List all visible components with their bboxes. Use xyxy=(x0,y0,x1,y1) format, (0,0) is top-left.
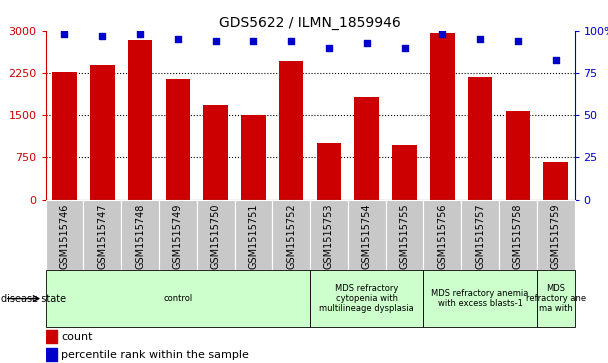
Text: GSM1515751: GSM1515751 xyxy=(249,203,258,269)
Bar xyxy=(430,33,455,200)
Bar xyxy=(197,200,235,270)
Point xyxy=(437,31,447,37)
Point xyxy=(362,40,371,46)
Bar xyxy=(165,79,190,200)
Text: control: control xyxy=(163,294,193,303)
Bar xyxy=(506,111,530,200)
Bar xyxy=(235,200,272,270)
Bar xyxy=(46,330,57,343)
Bar xyxy=(46,200,83,270)
Bar xyxy=(159,200,197,270)
Bar xyxy=(499,200,537,270)
Text: GSM1515752: GSM1515752 xyxy=(286,203,296,269)
Text: MDS
refractory ane
ma with: MDS refractory ane ma with xyxy=(525,284,586,314)
Bar xyxy=(348,200,385,270)
Point xyxy=(286,38,296,44)
Title: GDS5622 / ILMN_1859946: GDS5622 / ILMN_1859946 xyxy=(219,16,401,30)
Bar xyxy=(121,200,159,270)
Text: GSM1515753: GSM1515753 xyxy=(324,203,334,269)
Point xyxy=(399,45,409,50)
Text: GSM1515758: GSM1515758 xyxy=(513,203,523,269)
Text: count: count xyxy=(61,332,93,342)
Point xyxy=(513,38,523,44)
Point xyxy=(249,38,258,44)
Text: GSM1515747: GSM1515747 xyxy=(97,203,107,269)
Text: GSM1515746: GSM1515746 xyxy=(60,203,69,269)
Bar xyxy=(468,77,492,200)
Bar xyxy=(537,200,575,270)
Text: MDS refractory anemia
with excess blasts-1: MDS refractory anemia with excess blasts… xyxy=(432,289,529,308)
Bar xyxy=(46,348,57,361)
Point xyxy=(173,36,182,42)
Text: GSM1515757: GSM1515757 xyxy=(475,203,485,269)
Text: GSM1515748: GSM1515748 xyxy=(135,203,145,269)
Bar xyxy=(423,200,461,270)
Bar xyxy=(203,105,228,200)
Text: disease state: disease state xyxy=(1,294,66,303)
Text: GSM1515754: GSM1515754 xyxy=(362,203,371,269)
Bar xyxy=(128,40,153,200)
Bar xyxy=(90,65,114,200)
Point xyxy=(475,36,485,42)
Text: GSM1515756: GSM1515756 xyxy=(437,203,447,269)
Bar xyxy=(461,200,499,270)
Bar xyxy=(385,200,423,270)
Bar xyxy=(310,270,423,327)
Point xyxy=(135,31,145,37)
Bar xyxy=(272,200,310,270)
Point xyxy=(551,57,561,62)
Bar xyxy=(46,270,310,327)
Text: percentile rank within the sample: percentile rank within the sample xyxy=(61,350,249,360)
Bar xyxy=(423,270,537,327)
Text: GSM1515750: GSM1515750 xyxy=(210,203,221,269)
Bar xyxy=(354,97,379,200)
Text: MDS refractory
cytopenia with
multilineage dysplasia: MDS refractory cytopenia with multilinea… xyxy=(319,284,414,314)
Bar xyxy=(241,115,266,200)
Point xyxy=(97,33,107,39)
Bar xyxy=(279,61,303,200)
Bar xyxy=(544,162,568,200)
Point xyxy=(211,38,221,44)
Bar xyxy=(392,145,417,200)
Bar xyxy=(52,72,77,200)
Point xyxy=(60,31,69,37)
Text: GSM1515759: GSM1515759 xyxy=(551,203,561,269)
Text: GSM1515749: GSM1515749 xyxy=(173,203,183,269)
Point xyxy=(324,45,334,50)
Bar xyxy=(317,143,341,200)
Bar xyxy=(310,200,348,270)
Bar xyxy=(537,270,575,327)
Bar xyxy=(83,200,121,270)
Text: GSM1515755: GSM1515755 xyxy=(399,203,410,269)
